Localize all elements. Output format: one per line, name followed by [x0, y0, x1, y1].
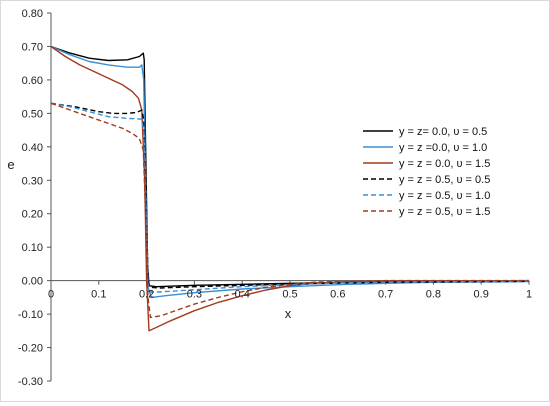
- x-tick-label: 0.7: [378, 289, 393, 301]
- x-tick-label: 0: [48, 289, 54, 301]
- y-axis-title: e: [7, 157, 14, 172]
- x-tick-label: 0.2: [139, 289, 154, 301]
- y-tick-label: -0.10: [18, 309, 43, 321]
- x-tick-label: 0.1: [91, 289, 106, 301]
- y-tick-label: 0.00: [22, 276, 43, 288]
- y-tick-label: -0.20: [18, 343, 43, 355]
- tick-label-layer: -0.30-0.20-0.100.000.100.200.300.400.500…: [18, 8, 532, 388]
- series-line-6: [50, 102, 529, 319]
- y-tick-label: 0.20: [22, 209, 43, 221]
- x-tick-label: 0.3: [187, 289, 202, 301]
- y-tick-label: 0.70: [22, 41, 43, 53]
- x-tick-label: 0.9: [474, 289, 489, 301]
- y-tick-label: 0.10: [22, 242, 43, 254]
- legend-label: y = z = 0.0, υ = 1.5: [399, 158, 490, 170]
- x-tick-label: 0.4: [235, 289, 250, 301]
- series-line-3: [50, 45, 530, 332]
- series-line-2: [50, 45, 530, 299]
- series-line-1: [50, 45, 530, 288]
- y-tick-label: -0.30: [18, 376, 43, 388]
- y-tick-label: 0.50: [22, 108, 43, 120]
- y-tick-label: 0.30: [22, 175, 43, 187]
- legend-label: y = z = 0.5, υ = 0.5: [399, 174, 490, 186]
- x-tick-label: 0.6: [330, 289, 345, 301]
- legend-label: y = z = 0.5, υ = 1.5: [399, 206, 490, 218]
- x-tick-label: 0.8: [426, 289, 441, 301]
- y-tick-label: 0.80: [22, 8, 43, 20]
- y-tick-label: 0.40: [22, 142, 43, 154]
- legend-label: y = z =0.0, υ = 1.0: [399, 142, 487, 154]
- series-layer: [50, 45, 530, 332]
- y-tick-label: 0.60: [22, 75, 43, 87]
- legend-label: y = z= 0.0, υ = 0.5: [399, 126, 487, 138]
- x-tick-label: 0.5: [282, 289, 297, 301]
- legend: y = z= 0.0, υ = 0.5 y = z =0.0, υ = 1.0 y …: [363, 126, 490, 218]
- x-tick-label: 1: [526, 289, 532, 301]
- x-axis-title: x: [285, 306, 292, 321]
- legend-label: y = z = 0.5, υ = 1.0: [399, 190, 490, 202]
